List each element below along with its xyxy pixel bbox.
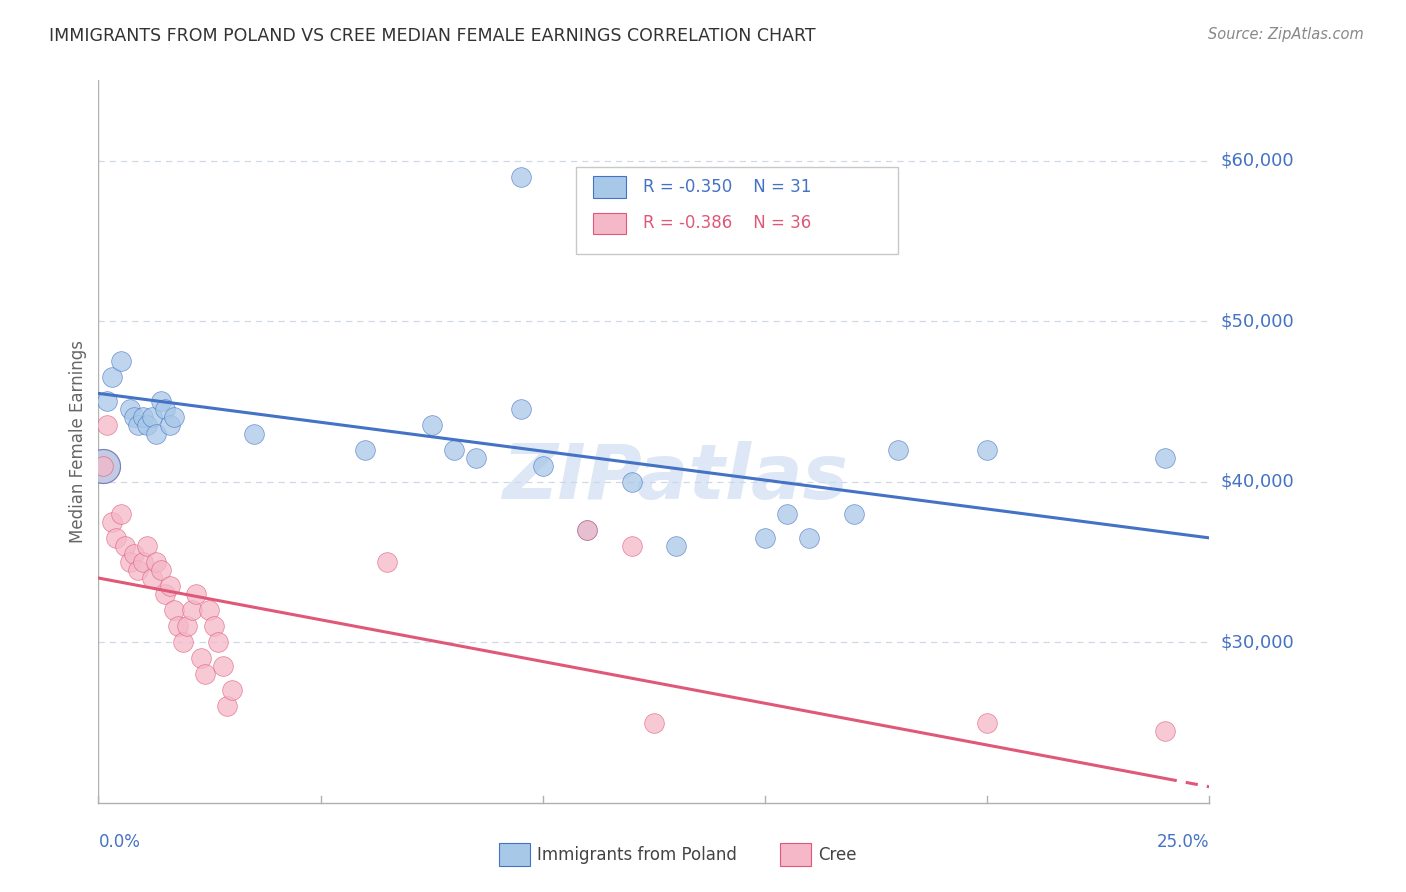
Text: ZIPatlas: ZIPatlas [503,441,849,515]
Point [136,418,159,433]
Point [1153,450,1175,465]
Point [976,715,998,730]
Point [190,651,212,665]
Point [145,426,167,441]
Point [887,442,910,457]
Point [141,410,163,425]
Point [176,619,198,633]
Point [159,418,181,433]
Point [136,539,159,553]
Point [799,531,821,545]
Point [620,475,643,489]
Bar [593,212,626,235]
Point [665,539,688,553]
Point [202,619,225,633]
Point [122,410,145,425]
Point [207,635,229,649]
Point [110,354,132,368]
Text: Source: ZipAtlas.com: Source: ZipAtlas.com [1208,27,1364,42]
Point [211,659,233,673]
Point [243,426,266,441]
Point [149,394,172,409]
Point [186,587,208,601]
Point [576,523,599,537]
Point [375,555,398,569]
Point [91,458,114,473]
Point [141,571,163,585]
Point [153,402,176,417]
Point [531,458,554,473]
Point [100,370,122,384]
Point [163,603,186,617]
Text: Cree: Cree [818,846,856,863]
Point [576,523,599,537]
Y-axis label: Median Female Earnings: Median Female Earnings [69,340,87,543]
Point [132,410,155,425]
Point [1153,723,1175,738]
Point [96,418,118,433]
Point [100,515,122,529]
Text: $40,000: $40,000 [1220,473,1294,491]
Point [509,402,531,417]
Point [114,539,136,553]
Point [509,169,531,184]
Point [132,555,155,569]
Point [620,539,643,553]
Point [96,394,118,409]
Text: Immigrants from Poland: Immigrants from Poland [537,846,737,863]
Point [198,603,221,617]
Text: 0.0%: 0.0% [98,833,141,851]
Point [180,603,202,617]
Point [118,402,141,417]
Point [159,579,181,593]
Bar [593,177,626,198]
FancyBboxPatch shape [576,167,898,253]
Point [91,458,114,473]
Point [127,563,149,577]
Text: R = -0.386    N = 36: R = -0.386 N = 36 [643,214,811,232]
Text: $30,000: $30,000 [1220,633,1294,651]
Point [842,507,865,521]
Text: IMMIGRANTS FROM POLAND VS CREE MEDIAN FEMALE EARNINGS CORRELATION CHART: IMMIGRANTS FROM POLAND VS CREE MEDIAN FE… [49,27,815,45]
Point [149,563,172,577]
Point [443,442,465,457]
Point [754,531,776,545]
Point [354,442,377,457]
Text: $50,000: $50,000 [1220,312,1294,330]
Point [643,715,665,730]
Point [122,547,145,561]
Text: 25.0%: 25.0% [1157,833,1209,851]
Text: R = -0.350    N = 31: R = -0.350 N = 31 [643,178,811,196]
Point [163,410,186,425]
Point [145,555,167,569]
Point [976,442,998,457]
Point [465,450,488,465]
Point [167,619,190,633]
Text: $60,000: $60,000 [1220,152,1294,169]
Point [110,507,132,521]
Point [91,458,114,473]
Point [153,587,176,601]
Point [194,667,217,681]
Point [172,635,194,649]
Point [776,507,799,521]
Point [420,418,443,433]
Point [217,699,239,714]
Point [118,555,141,569]
Point [127,418,149,433]
Point [221,683,243,698]
Point [105,531,128,545]
